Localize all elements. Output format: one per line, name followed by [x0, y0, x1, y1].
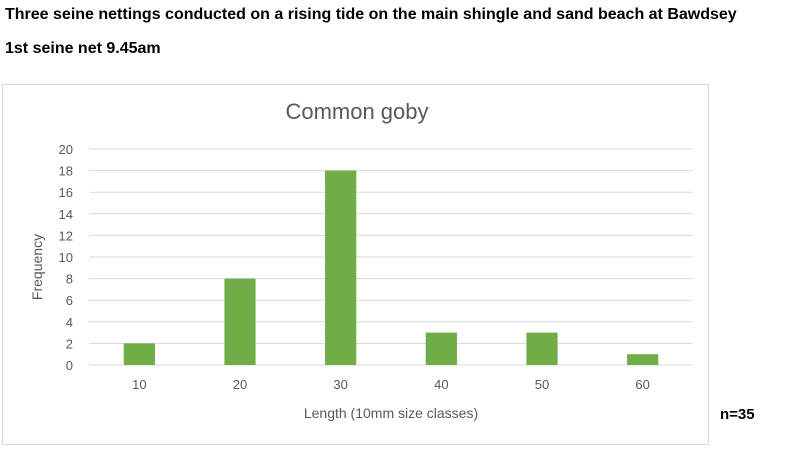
x-tick-labels: 10 20 30 40 50 60 [132, 377, 650, 392]
y-tick-labels: 0 2 4 6 8 10 12 14 16 18 20 [59, 142, 73, 373]
y-tick-label: 4 [66, 315, 73, 330]
y-tick-label: 12 [59, 228, 73, 243]
y-tick-label: 10 [59, 250, 73, 265]
y-tick-label: 2 [66, 336, 73, 351]
chart-title: Common goby [285, 99, 428, 124]
y-tick-label: 0 [66, 358, 73, 373]
x-axis-label: Length (10mm size classes) [304, 405, 478, 421]
chart-container: Common goby 0 2 4 6 8 10 12 14 16 18 20 10 20 30 40 50… [2, 84, 709, 445]
x-tick-label: 20 [233, 377, 247, 392]
bars [123, 170, 659, 365]
bar-20 [224, 278, 256, 365]
y-tick-label: 8 [66, 272, 73, 287]
bar-10 [123, 343, 155, 365]
x-tick-label: 40 [434, 377, 448, 392]
bar-30 [325, 170, 357, 365]
y-tick-label: 18 [59, 164, 73, 179]
x-tick-label: 10 [132, 377, 146, 392]
sample-size-label: n=35 [720, 406, 755, 423]
y-tick-label: 14 [59, 207, 73, 222]
bar-40 [425, 332, 457, 365]
gridlines [89, 148, 693, 366]
y-tick-label: 6 [66, 293, 73, 308]
y-axis-label: Frequency [29, 234, 45, 300]
bar-50 [526, 332, 558, 365]
seine-net-subheading: 1st seine net 9.45am [5, 40, 161, 57]
y-tick-label: 16 [59, 185, 73, 200]
x-tick-label: 50 [535, 377, 549, 392]
y-tick-label: 20 [59, 142, 73, 157]
bar-60 [627, 354, 659, 365]
x-tick-label: 60 [635, 377, 649, 392]
page-heading: Three seine nettings conducted on a risi… [5, 6, 737, 23]
bar-chart: Common goby 0 2 4 6 8 10 12 14 16 18 20 10 20 30 40 50… [29, 99, 693, 421]
x-tick-label: 30 [333, 377, 347, 392]
